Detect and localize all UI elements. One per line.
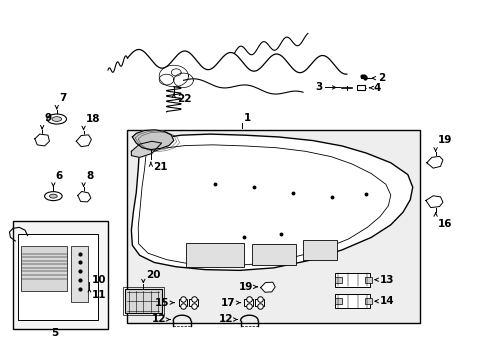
Ellipse shape	[52, 117, 61, 121]
Bar	[356, 85, 365, 90]
Polygon shape	[131, 134, 412, 270]
Bar	[122, 287, 163, 315]
Bar	[189, 299, 198, 306]
Bar	[13, 221, 108, 329]
Bar	[334, 294, 369, 309]
Polygon shape	[76, 135, 91, 147]
Bar	[185, 243, 244, 267]
Text: 5: 5	[52, 328, 59, 338]
Text: 20: 20	[145, 270, 160, 280]
Bar	[71, 246, 88, 302]
Bar	[21, 246, 67, 291]
Text: 14: 14	[379, 296, 394, 306]
Text: 1: 1	[243, 113, 250, 123]
Text: 19: 19	[238, 282, 252, 292]
Ellipse shape	[49, 194, 57, 198]
Text: 11: 11	[92, 290, 106, 300]
Text: 10: 10	[92, 275, 106, 285]
Text: 3: 3	[315, 82, 322, 93]
Bar	[365, 298, 371, 304]
Text: 6: 6	[56, 171, 63, 181]
Text: 12: 12	[218, 315, 233, 324]
Bar	[334, 298, 341, 304]
Polygon shape	[78, 192, 91, 202]
Polygon shape	[425, 196, 442, 208]
Text: 17: 17	[221, 298, 235, 308]
Text: 2: 2	[378, 73, 385, 83]
Ellipse shape	[47, 114, 66, 124]
Bar	[127, 130, 419, 323]
Bar	[255, 299, 264, 306]
Text: 18: 18	[86, 114, 101, 124]
Polygon shape	[260, 282, 275, 292]
Text: 22: 22	[177, 94, 191, 104]
Ellipse shape	[44, 192, 62, 201]
Text: 13: 13	[379, 275, 394, 285]
Text: 21: 21	[153, 162, 167, 172]
Bar	[125, 289, 161, 314]
Text: 7: 7	[59, 93, 66, 103]
Text: 4: 4	[372, 83, 380, 93]
Text: 9: 9	[44, 113, 52, 123]
Polygon shape	[35, 134, 49, 146]
Bar	[365, 277, 371, 283]
Text: 19: 19	[437, 135, 451, 145]
Bar	[18, 234, 98, 320]
Bar	[303, 240, 336, 260]
Polygon shape	[426, 156, 442, 168]
Polygon shape	[132, 130, 173, 149]
Text: 16: 16	[437, 220, 452, 229]
Text: 15: 15	[154, 298, 168, 308]
Bar	[334, 277, 341, 283]
Bar	[334, 273, 369, 287]
Polygon shape	[131, 141, 161, 157]
Text: 8: 8	[86, 171, 93, 181]
Text: 12: 12	[151, 315, 165, 324]
Bar	[252, 244, 296, 265]
Bar	[178, 299, 187, 306]
Bar	[244, 299, 253, 306]
